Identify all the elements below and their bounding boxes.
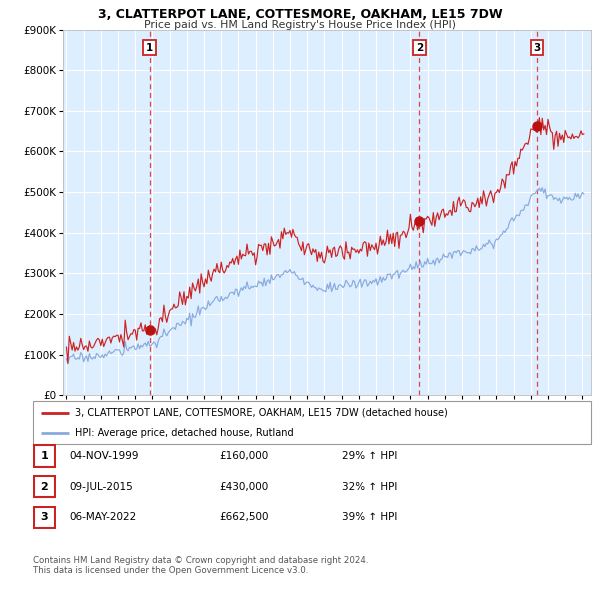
- Text: HPI: Average price, detached house, Rutland: HPI: Average price, detached house, Rutl…: [75, 428, 293, 438]
- Text: 06-MAY-2022: 06-MAY-2022: [69, 513, 136, 522]
- Text: 3: 3: [41, 513, 48, 522]
- Text: 1: 1: [146, 43, 154, 53]
- Text: Contains HM Land Registry data © Crown copyright and database right 2024.
This d: Contains HM Land Registry data © Crown c…: [33, 556, 368, 575]
- Text: £662,500: £662,500: [219, 513, 269, 522]
- Text: £430,000: £430,000: [219, 482, 268, 491]
- Text: 32% ↑ HPI: 32% ↑ HPI: [342, 482, 397, 491]
- Text: 04-NOV-1999: 04-NOV-1999: [69, 451, 139, 461]
- Text: 39% ↑ HPI: 39% ↑ HPI: [342, 513, 397, 522]
- Text: 3, CLATTERPOT LANE, COTTESMORE, OAKHAM, LE15 7DW (detached house): 3, CLATTERPOT LANE, COTTESMORE, OAKHAM, …: [75, 408, 448, 418]
- Text: 3: 3: [533, 43, 541, 53]
- Text: Price paid vs. HM Land Registry's House Price Index (HPI): Price paid vs. HM Land Registry's House …: [144, 20, 456, 30]
- Text: 1: 1: [41, 451, 48, 461]
- Text: 09-JUL-2015: 09-JUL-2015: [69, 482, 133, 491]
- Text: 2: 2: [416, 43, 423, 53]
- Text: 2: 2: [41, 482, 48, 491]
- Text: 3, CLATTERPOT LANE, COTTESMORE, OAKHAM, LE15 7DW: 3, CLATTERPOT LANE, COTTESMORE, OAKHAM, …: [98, 8, 502, 21]
- Text: £160,000: £160,000: [219, 451, 268, 461]
- Text: 29% ↑ HPI: 29% ↑ HPI: [342, 451, 397, 461]
